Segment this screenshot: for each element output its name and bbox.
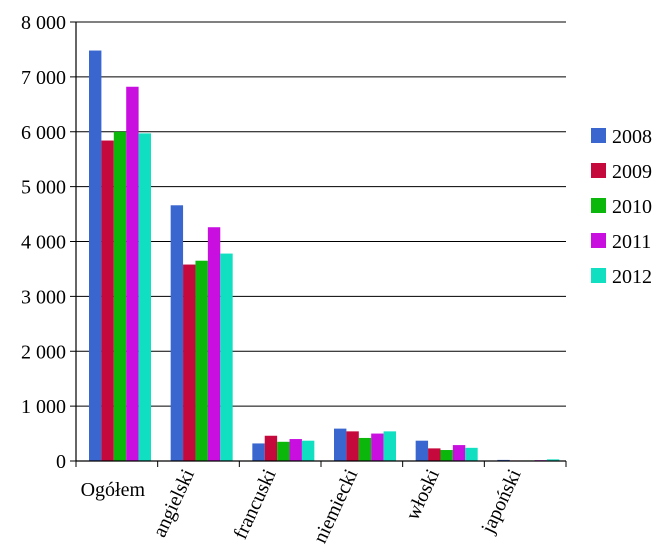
bar-2010-3 bbox=[358, 437, 372, 461]
legend-label-2012: 2012 bbox=[612, 266, 652, 288]
y-tick-label: 5 000 bbox=[21, 177, 66, 199]
bar-2010-4 bbox=[440, 450, 453, 461]
legend: 2008 2009 2010 2011 2012 bbox=[591, 126, 652, 288]
gridlines bbox=[76, 21, 566, 407]
legend-label-2008: 2008 bbox=[612, 126, 652, 148]
legend-label-2009: 2009 bbox=[612, 161, 652, 183]
bar-2012-1 bbox=[220, 253, 233, 461]
y-tick-labels: 0 1 000 2 000 3 000 4 000 5 000 6 000 7 000 8 00… bbox=[21, 12, 66, 473]
axes bbox=[70, 21, 567, 467]
bar-2009-4 bbox=[428, 448, 441, 461]
y-tick-label: 2 000 bbox=[21, 341, 66, 363]
legend-swatch-2012 bbox=[591, 268, 606, 283]
x-tick-label: Ogółem bbox=[81, 479, 146, 501]
bar-2011-0 bbox=[126, 86, 139, 461]
bar-2011-3 bbox=[371, 433, 384, 461]
bar-2009-2 bbox=[264, 435, 278, 461]
legend-swatch-2011 bbox=[591, 233, 606, 248]
bar-2008-2 bbox=[252, 443, 265, 461]
y-tick-label: 4 000 bbox=[21, 232, 66, 254]
bars bbox=[89, 50, 560, 462]
x-tick-label: japoński bbox=[477, 465, 526, 537]
legend-swatch-2010 bbox=[591, 198, 606, 213]
legend-swatch-2009 bbox=[591, 163, 606, 178]
x-tick-label: niemiecki bbox=[309, 465, 362, 546]
bar-2009-3 bbox=[346, 431, 359, 461]
bar-2008-3 bbox=[334, 428, 347, 461]
y-tick-label: 7 000 bbox=[21, 67, 66, 89]
y-tick-label: 6 000 bbox=[21, 122, 66, 144]
legend-swatch-2008 bbox=[591, 128, 606, 143]
bar-2012-5 bbox=[546, 459, 560, 461]
y-tick-label: 0 bbox=[56, 451, 66, 473]
bar-2009-1 bbox=[183, 264, 196, 461]
bar-2008-1 bbox=[170, 205, 184, 461]
bar-2010-2 bbox=[277, 441, 290, 461]
bar-2008-4 bbox=[415, 440, 429, 461]
y-tick-label: 1 000 bbox=[21, 396, 66, 418]
bar-2011-2 bbox=[289, 439, 302, 461]
bar-2009-0 bbox=[101, 140, 114, 461]
bar-2012-0 bbox=[138, 133, 151, 462]
y-tick-label: 3 000 bbox=[21, 286, 66, 308]
x-tick-label: włoski bbox=[402, 465, 445, 523]
bar-2011-1 bbox=[207, 227, 221, 461]
bar-2011-4 bbox=[452, 445, 466, 461]
bar-2012-4 bbox=[465, 447, 478, 461]
x-tick-label: angielski bbox=[149, 465, 200, 540]
x-tick-labels: Ogółem angielski francuski niemiecki włoski j… bbox=[81, 465, 526, 546]
y-tick-label: 8 000 bbox=[21, 12, 66, 34]
bar-2012-2 bbox=[301, 440, 315, 461]
legend-label-2010: 2010 bbox=[612, 196, 652, 218]
bar-2012-3 bbox=[383, 431, 396, 461]
bar-2008-0 bbox=[89, 50, 102, 461]
bar-2010-1 bbox=[195, 260, 208, 461]
legend-label-2011: 2011 bbox=[612, 231, 651, 253]
x-tick-label: francuski bbox=[229, 465, 281, 542]
bar-2010-0 bbox=[113, 131, 127, 461]
